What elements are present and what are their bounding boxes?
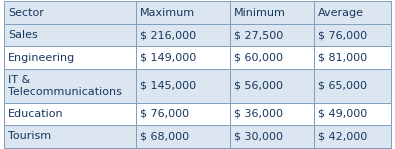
Bar — [314, 46, 391, 69]
Text: $ 30,000: $ 30,000 — [234, 131, 283, 141]
Text: $ 76,000: $ 76,000 — [318, 30, 367, 40]
Text: $ 65,000: $ 65,000 — [318, 81, 367, 91]
Text: $ 42,000: $ 42,000 — [318, 131, 367, 141]
Text: Education: Education — [8, 109, 64, 119]
Text: $ 81,000: $ 81,000 — [318, 53, 367, 63]
Text: $ 145,000: $ 145,000 — [139, 81, 196, 91]
Bar — [135, 125, 230, 148]
Bar — [230, 103, 314, 125]
Bar — [230, 1, 314, 24]
Bar — [314, 69, 391, 103]
Bar — [230, 46, 314, 69]
Bar — [314, 24, 391, 46]
Text: $ 68,000: $ 68,000 — [139, 131, 189, 141]
Text: $ 27,500: $ 27,500 — [234, 30, 284, 40]
Text: $ 56,000: $ 56,000 — [234, 81, 283, 91]
Bar — [230, 69, 314, 103]
Bar — [4, 1, 135, 24]
Bar — [4, 69, 135, 103]
Text: Maximum: Maximum — [139, 8, 195, 18]
Text: Engineering: Engineering — [8, 53, 75, 63]
Bar — [314, 103, 391, 125]
Text: $ 76,000: $ 76,000 — [139, 109, 189, 119]
Bar — [135, 1, 230, 24]
Text: Sales: Sales — [8, 30, 38, 40]
Bar — [230, 125, 314, 148]
Bar — [314, 1, 391, 24]
Text: Tourism: Tourism — [8, 131, 51, 141]
Text: $ 60,000: $ 60,000 — [234, 53, 283, 63]
Bar — [135, 46, 230, 69]
Bar — [135, 69, 230, 103]
Text: Average: Average — [318, 8, 363, 18]
Text: $ 149,000: $ 149,000 — [139, 53, 196, 63]
Bar — [4, 46, 135, 69]
Bar — [4, 24, 135, 46]
Bar — [135, 24, 230, 46]
Text: $ 216,000: $ 216,000 — [139, 30, 196, 40]
Bar — [4, 125, 135, 148]
Text: IT &
Telecommunications: IT & Telecommunications — [8, 74, 122, 97]
Text: Sector: Sector — [8, 8, 44, 18]
Bar — [314, 125, 391, 148]
Bar — [135, 103, 230, 125]
Text: $ 36,000: $ 36,000 — [234, 109, 283, 119]
Bar — [230, 24, 314, 46]
Text: $ 49,000: $ 49,000 — [318, 109, 367, 119]
Bar — [4, 103, 135, 125]
Text: Minimum: Minimum — [234, 8, 286, 18]
